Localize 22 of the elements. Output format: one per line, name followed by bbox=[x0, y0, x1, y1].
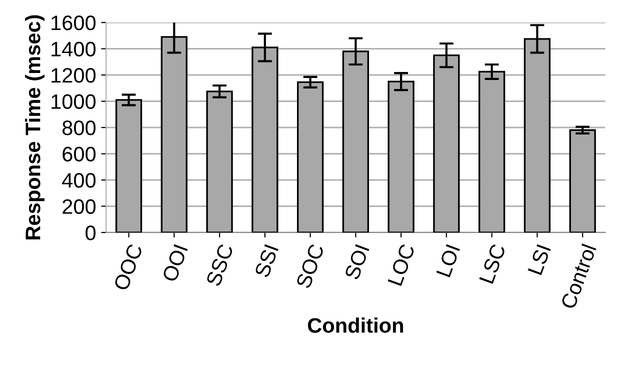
y-tick-label: 800 bbox=[62, 120, 96, 136]
x-tick-label: SOI bbox=[344, 244, 370, 280]
y-tick-label: 1200 bbox=[52, 68, 96, 83]
y-tick-label: 400 bbox=[62, 173, 96, 188]
y-tick-label: 200 bbox=[62, 199, 96, 214]
x-tick-label: SOC bbox=[296, 243, 324, 289]
x-tick-label: LSC bbox=[479, 243, 506, 284]
x-axis-title: Condition bbox=[308, 318, 403, 333]
x-tick-label: LOC bbox=[388, 243, 416, 286]
x-tick-label: SSI bbox=[254, 244, 279, 278]
x-tick-label: OOC bbox=[113, 243, 143, 292]
y-tick-label: 1400 bbox=[52, 42, 96, 57]
x-tick-label: SSC bbox=[206, 243, 234, 287]
y-tick-label: 0 bbox=[86, 226, 96, 240]
x-tick-label: LSI bbox=[528, 244, 551, 276]
x-tick-label: OOI bbox=[162, 244, 188, 282]
y-tick-label: 1600 bbox=[52, 16, 96, 30]
x-tick-label: Control bbox=[560, 244, 596, 310]
y-tick-label: 1000 bbox=[52, 94, 96, 110]
y-tick-label: 600 bbox=[62, 146, 96, 162]
y-axis-title: Response Time (msec) bbox=[25, 15, 44, 240]
x-tick-label: LOI bbox=[436, 244, 460, 278]
